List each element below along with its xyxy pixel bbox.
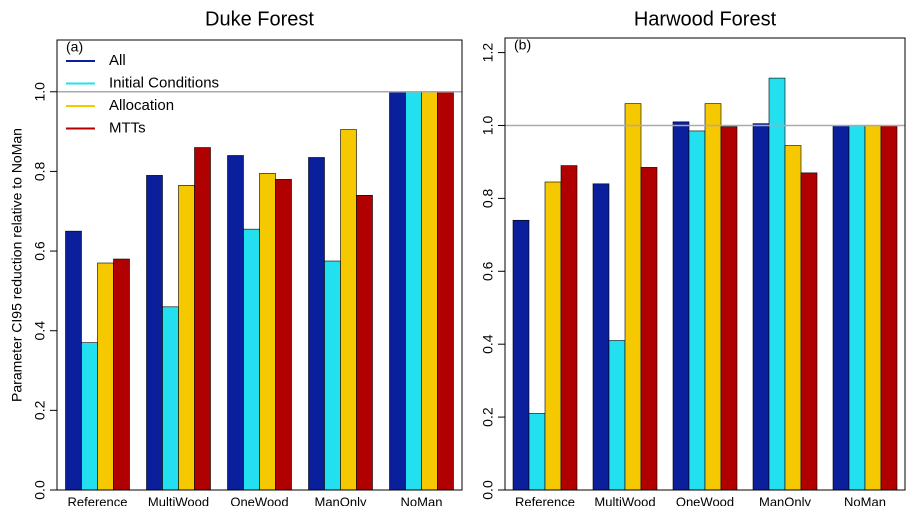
x-tick-label: OneWood (230, 494, 288, 506)
x-tick-label: OneWood (676, 494, 734, 506)
y-tick-label: 0.2 (480, 407, 496, 427)
y-tick-label: 1.0 (32, 82, 48, 102)
bar (356, 195, 373, 491)
y-tick-label: 0.4 (32, 321, 48, 341)
bar (688, 130, 706, 491)
legend-label: All (109, 52, 126, 69)
bar (592, 183, 610, 491)
bar (880, 125, 898, 491)
plot-frame (504, 37, 906, 491)
panel-label: (b) (514, 37, 531, 53)
bar (784, 145, 802, 491)
bar (389, 91, 406, 491)
bar (340, 129, 357, 491)
bar (704, 103, 722, 491)
plot-frame (56, 39, 463, 491)
bar (752, 123, 770, 491)
bar (832, 125, 850, 491)
bar (308, 157, 325, 491)
y-tick-label: 0.4 (480, 334, 496, 354)
bar (178, 185, 195, 491)
y-tick-label: 1.0 (480, 116, 496, 136)
bar (437, 91, 454, 491)
y-tick-label: 1.2 (480, 43, 496, 63)
bar (421, 91, 438, 491)
bar (720, 126, 738, 491)
bar (528, 413, 546, 491)
bar (768, 77, 786, 491)
y-tick-label: 0.8 (480, 188, 496, 208)
bar (864, 125, 882, 491)
bar (259, 173, 276, 491)
y-tick-label: 0.6 (480, 261, 496, 281)
bar (243, 228, 260, 491)
x-tick-label: NoMan (401, 494, 443, 506)
bar (560, 165, 578, 491)
bar (194, 147, 211, 491)
bar (624, 103, 642, 491)
y-tick-label: 0.8 (32, 161, 48, 181)
bar (275, 179, 292, 491)
x-tick-label: Reference (68, 494, 128, 506)
x-tick-label: NoMan (844, 494, 886, 506)
bar (65, 230, 82, 491)
bar (848, 125, 866, 491)
bar (113, 258, 130, 491)
bar (162, 306, 179, 491)
panel-label: (a) (66, 39, 83, 55)
y-tick-label: 0.0 (480, 480, 496, 500)
chart-title: Harwood Forest (634, 8, 777, 30)
x-tick-label: Reference (515, 494, 575, 506)
bar (81, 342, 98, 491)
bar (672, 121, 690, 491)
bar (405, 91, 422, 491)
y-tick-label: 0.0 (32, 480, 48, 500)
y-axis-label: Parameter CI95 reduction relative to NoM… (9, 128, 25, 402)
x-tick-label: MultiWood (594, 494, 655, 506)
bar (324, 260, 341, 491)
legend-label: Allocation (109, 97, 174, 114)
bar (640, 167, 658, 491)
x-tick-label: MultiWood (148, 494, 209, 506)
chart-title: Duke Forest (205, 8, 314, 30)
bar (544, 181, 562, 491)
x-tick-label: ManOnly (314, 494, 367, 506)
bar (227, 155, 244, 491)
x-tick-label: ManOnly (759, 494, 812, 506)
y-tick-label: 0.2 (32, 400, 48, 420)
bar (146, 175, 163, 491)
legend-label: MTTs (109, 119, 146, 136)
bar (800, 172, 818, 491)
bar (608, 340, 626, 491)
bar (512, 219, 530, 491)
bar (97, 262, 114, 491)
legend-label: Initial Conditions (109, 74, 219, 91)
y-tick-label: 0.6 (32, 241, 48, 261)
